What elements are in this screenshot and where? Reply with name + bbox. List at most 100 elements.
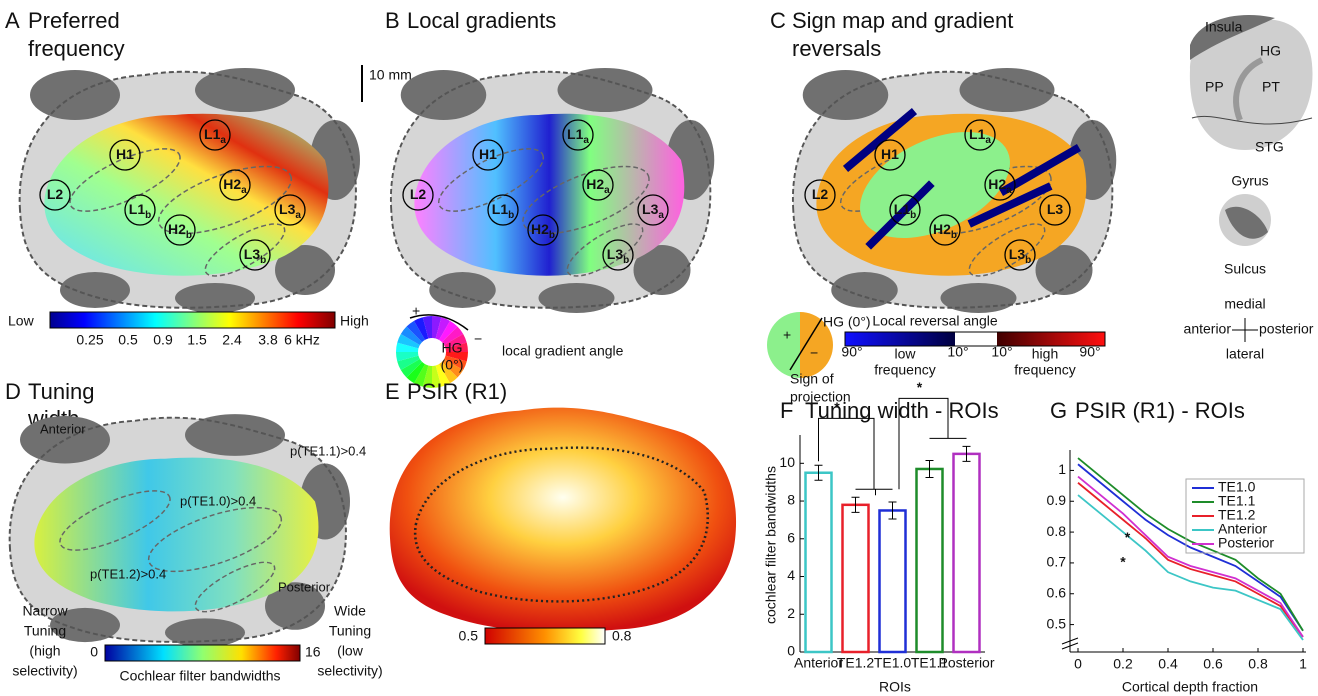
region-sub: b (951, 230, 957, 241)
region-sub: b (623, 255, 629, 266)
roi-outline (69, 148, 181, 212)
colorbar (49, 311, 336, 329)
color-wheel-wedge (414, 364, 429, 387)
region-circle (109, 139, 141, 171)
color-wheel-wedge (445, 342, 468, 352)
colorbar-tick: 10° (947, 344, 968, 360)
brain-map (791, 68, 1117, 313)
colorbar (104, 644, 301, 662)
region-circle (199, 119, 231, 151)
sulcus-patch (185, 414, 285, 456)
panel-letter: F (780, 398, 793, 423)
region-name: L3 (1009, 246, 1026, 262)
region-label: L1a (969, 126, 991, 146)
caption: Tuning (24, 623, 66, 639)
error-bar (888, 501, 897, 520)
sulcus-patch (557, 68, 653, 112)
wheel-arrow (409, 314, 469, 331)
brain-map (389, 407, 737, 632)
reversal-band (865, 180, 935, 250)
caption: Sign of (790, 371, 834, 387)
color-wheel-wedge (441, 326, 464, 345)
reversal-band (967, 182, 1053, 228)
caption: (high (29, 643, 60, 659)
annotation: Anterior (40, 421, 86, 436)
sign-label: HG (0°) (823, 314, 871, 330)
region-label: L1a (204, 126, 226, 146)
sign-pos (767, 312, 800, 378)
colorbar-tick: 1.5 (187, 332, 207, 348)
sign-arrow (789, 317, 823, 371)
reversal-band (842, 108, 918, 172)
bar (841, 503, 870, 654)
x-tick-label: 1 (1299, 656, 1307, 672)
region-name: H2 (586, 176, 604, 192)
region-circle (39, 179, 71, 211)
colorbar-tick: 10° (991, 344, 1012, 360)
caption: projection (790, 389, 851, 405)
colorbar-low (845, 332, 955, 346)
region-name: L1 (129, 201, 146, 217)
error-bar (925, 459, 934, 478)
anatomy-insula (1190, 15, 1275, 60)
roi-outline (157, 165, 293, 235)
anatomy-label: Gyrus (1231, 173, 1268, 189)
region-label: L3b (1009, 246, 1031, 266)
color-wheel-wedge (435, 364, 450, 387)
annotation: Posterior (278, 579, 331, 594)
region-label: H2b (168, 221, 192, 241)
region-sub: b (910, 210, 916, 221)
legend-label: Anterior (1218, 521, 1267, 537)
region-circle (219, 169, 251, 201)
compass-label: anterior (1184, 321, 1232, 337)
bar (915, 467, 944, 654)
region-name: H2 (933, 221, 951, 237)
sulcus-patch (275, 245, 335, 295)
color-wheel-wedge (432, 365, 442, 388)
legend-label: TE1.0 (1218, 479, 1256, 495)
colorbar-mid (955, 332, 997, 346)
panel-title: reversals (792, 36, 881, 61)
sign-neg (800, 312, 833, 378)
y-tick-label: 0.5 (1047, 615, 1067, 631)
region-label: L3a (279, 201, 301, 221)
region-circle (1039, 194, 1071, 226)
region-circle (602, 239, 634, 271)
region-circle (804, 179, 836, 211)
colorbar-tick: 90° (841, 344, 862, 360)
region-sub: b (549, 230, 555, 241)
sulcus-patch (195, 68, 295, 112)
region-circle (562, 119, 594, 151)
bar (878, 509, 907, 654)
region-name: H2 (988, 176, 1006, 192)
region-label: L1a (567, 126, 589, 146)
color-wheel-wedge (432, 316, 442, 339)
sulcus-patch (959, 68, 1055, 112)
significance: * (1120, 554, 1126, 570)
y-tick-label: 6 (787, 529, 795, 545)
roi-outline (522, 165, 650, 235)
wheel-label: (0°) (441, 357, 464, 373)
map-fill (389, 407, 737, 632)
sulcus-patch (802, 70, 889, 120)
anatomy-stg (1191, 115, 1313, 125)
x-tick-label: 0 (1074, 656, 1082, 672)
wheel-sign: + (412, 303, 420, 319)
brain-map (18, 68, 360, 313)
region-label: L3 (1047, 201, 1064, 217)
x-tick-label: Posterior (938, 655, 994, 671)
y-tick-label: 0 (787, 643, 795, 659)
colorbar-tick: 0.5 (118, 332, 138, 348)
region-name: L1 (894, 201, 911, 217)
color-wheel-wedge (422, 365, 432, 388)
region-circle (637, 194, 669, 226)
scale-label: 10 mm (369, 67, 412, 83)
colorbar-label: frequency (874, 362, 935, 378)
sulcus-patch (633, 245, 691, 295)
y-tick-label: 1 (1058, 461, 1066, 477)
color-wheel-wedge (439, 320, 458, 343)
region-label: H2a (988, 176, 1012, 196)
y-tick-label: 8 (787, 492, 795, 508)
roi-outline (204, 223, 286, 277)
region-circle (274, 194, 306, 226)
